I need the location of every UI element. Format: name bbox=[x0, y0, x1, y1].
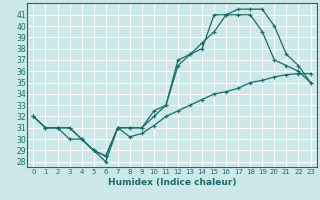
X-axis label: Humidex (Indice chaleur): Humidex (Indice chaleur) bbox=[108, 178, 236, 187]
